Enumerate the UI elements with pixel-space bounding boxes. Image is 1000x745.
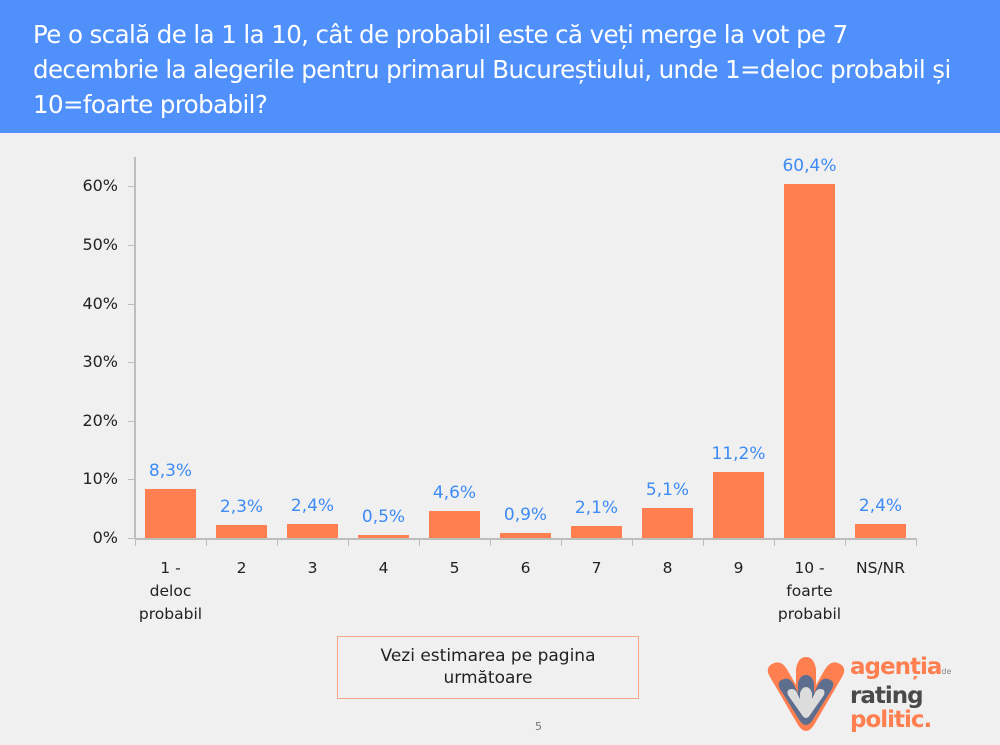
category-label-line: deloc [149,582,192,600]
logo-word-rating: rating [850,683,924,709]
category-label: 5 [415,557,495,580]
category-label: 3 [273,557,353,580]
y-tick-label: 0% [92,528,118,547]
bar-value-label: 2,4% [290,495,335,516]
y-tick-label: 30% [82,352,118,372]
category-label: NS/NR [841,557,921,580]
x-tick [206,539,207,546]
logo-word-de: de [941,667,952,676]
category-label-line: 3 [307,559,318,577]
bar [713,472,764,538]
category-label-line: 10 - [794,559,825,577]
bar-value-label: 2,1% [574,497,619,518]
category-label-line: 8 [662,559,673,577]
x-axis [135,538,917,540]
y-tick [128,420,135,422]
y-axis [134,157,136,539]
x-tick [845,539,846,546]
agency-logo: agențiade rating politic. [762,655,992,735]
x-tick [916,539,917,546]
bar [855,523,906,538]
category-label: 9 [699,557,779,580]
bar-value-label: 4,6% [432,483,477,504]
category-label: 4 [344,557,424,580]
bar [358,535,409,538]
bar-value-label: 0,5% [361,507,406,528]
bar-value-label: 11,2% [711,444,766,465]
note-line-1: Vezi estimarea pe pagina [380,646,596,666]
x-tick [703,539,704,546]
x-tick [419,539,420,546]
bar-value-label: 8,3% [148,461,193,482]
category-label-line: 1 - [160,559,181,577]
bar-value-label: 60,4% [782,156,837,177]
y-tick-label: 50% [82,235,118,254]
x-tick [774,539,775,546]
header-banner: Pe o scală de la 1 la 10, cât de probabi… [0,0,1000,133]
category-label: 7 [557,557,637,580]
bar [216,524,267,538]
note-line-2: următoare [443,668,533,688]
question-title: Pe o scală de la 1 la 10, cât de probabi… [33,20,951,119]
bar [642,508,693,538]
y-tick [128,479,135,481]
bar [145,489,196,538]
category-label: 1 - deloc probabil [131,557,211,626]
x-tick [348,539,349,546]
y-tick-label: 60% [82,176,118,196]
bar [784,184,835,538]
category-label-line: foarte [786,582,833,600]
y-tick [128,303,135,305]
category-label-line: 6 [520,559,531,577]
x-tick [561,539,562,546]
category-label-line: 7 [591,559,602,577]
logo-word-politic: politic. [850,707,932,733]
logo-word-agentia: agenția [850,654,942,680]
next-page-note: Vezi estimarea pe pagina următoare [337,636,639,699]
category-label-line: probabil [138,605,203,623]
category-label: 2 [202,557,282,580]
category-label-line: 9 [733,559,744,577]
x-tick [490,539,491,546]
y-tick-label: 20% [82,410,118,430]
category-label: 10 - foarte probabil [770,557,850,626]
bar-value-label: 5,1% [645,480,690,501]
category-label: 8 [628,557,708,580]
category-label: 6 [486,557,566,580]
bar-value-label: 2,3% [219,496,264,517]
y-tick-label: 40% [82,293,118,313]
bar-value-label: 2,4% [858,495,903,516]
bar [429,511,480,538]
bar-value-label: 0,9% [503,504,548,525]
x-tick [135,539,136,546]
logo-wordmark: agențiade rating politic. [850,655,951,732]
category-label-line: probabil [777,605,842,623]
category-label-line: 2 [236,559,247,577]
y-tick [128,245,135,246]
x-tick [632,539,633,546]
bar [500,532,551,538]
y-tick [128,362,135,364]
bar [571,525,622,538]
y-tick [128,538,135,539]
category-label-line: NS/NR [855,559,906,577]
category-label-line: 5 [449,559,460,577]
bar-chart: 0% 10% 20% 30% 40% 50% 60% 8,3% 1 - deloc probabil… [0,133,1000,653]
logo-icon [767,657,845,731]
x-tick [277,539,278,546]
bar [287,523,338,538]
category-label-line: 4 [378,559,389,577]
y-tick-label: 10% [82,469,118,489]
y-tick [128,186,135,188]
page-number: 5 [535,720,542,733]
